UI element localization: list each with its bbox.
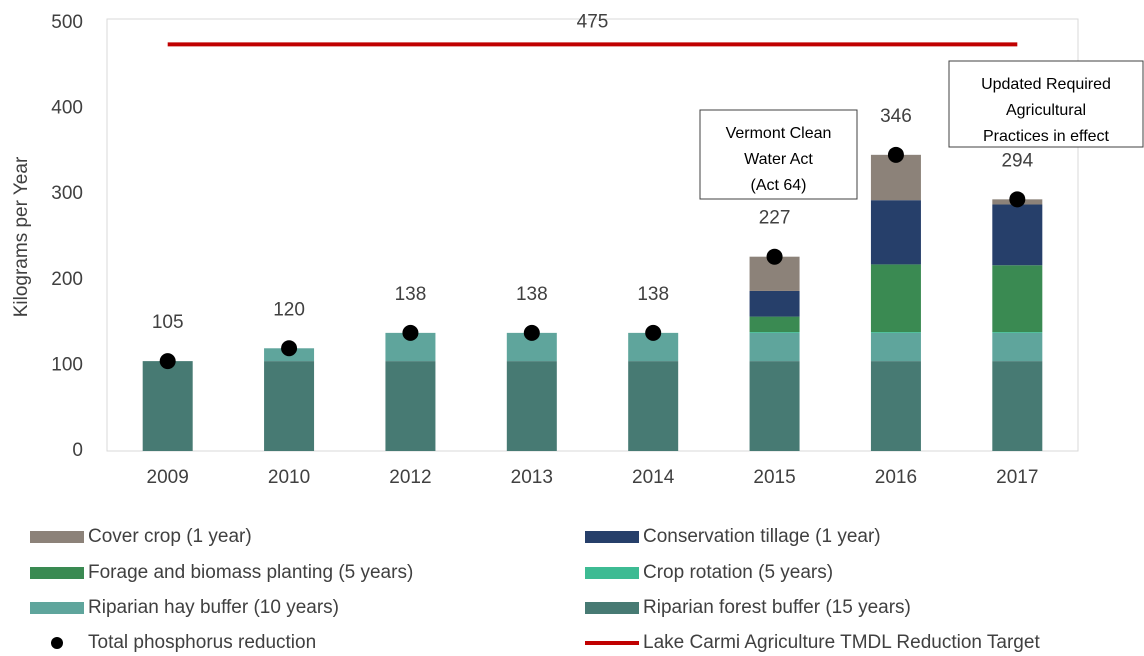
total-marker xyxy=(523,324,540,341)
legend-label: Crop rotation (5 years) xyxy=(643,562,833,583)
y-tick-label: 500 xyxy=(51,12,83,33)
bar-segment xyxy=(870,361,921,451)
legend-label: Riparian hay buffer (10 years) xyxy=(88,597,339,618)
bar-segment xyxy=(628,361,679,451)
x-tick-label: 2017 xyxy=(996,467,1038,488)
total-marker xyxy=(159,353,176,370)
data-label: 120 xyxy=(273,299,305,320)
legend-label: Conservation tillage (1 year) xyxy=(643,526,881,547)
bar-segment xyxy=(749,332,800,333)
total-marker xyxy=(402,324,419,341)
legend-label: Cover crop (1 year) xyxy=(88,526,252,547)
legend-swatch xyxy=(585,567,639,579)
annotation-text: Updated Required xyxy=(981,76,1111,93)
data-label: 105 xyxy=(152,312,184,333)
legend-label: Riparian forest buffer (15 years) xyxy=(643,597,911,618)
bar-segment xyxy=(992,361,1043,451)
bar-segment xyxy=(749,290,800,317)
y-tick-label: 300 xyxy=(51,183,83,204)
bar-segment xyxy=(749,332,800,362)
x-tick-label: 2015 xyxy=(753,467,795,488)
total-marker xyxy=(645,324,662,341)
total-marker xyxy=(281,340,298,357)
bar-segment xyxy=(385,361,436,451)
bar-segment xyxy=(992,332,1043,333)
x-tick-label: 2012 xyxy=(389,467,431,488)
annotation-text: Agricultural xyxy=(1006,102,1086,119)
legend-label: Lake Carmi Agriculture TMDL Reduction Ta… xyxy=(643,632,1040,653)
bar-segment xyxy=(870,200,921,265)
annotation-text: Water Act xyxy=(744,151,813,168)
target-label: 475 xyxy=(577,11,609,32)
legend-swatch xyxy=(585,602,639,614)
bar-segment xyxy=(870,332,921,362)
bar-segment xyxy=(992,265,1043,333)
bar-segment xyxy=(142,361,193,451)
y-tick-label: 200 xyxy=(51,269,83,290)
data-label: 138 xyxy=(516,284,548,305)
plot-frame xyxy=(106,18,1079,452)
data-label: 138 xyxy=(395,284,427,305)
legend-swatch xyxy=(30,602,84,614)
data-label: 346 xyxy=(880,106,912,127)
legend-swatch xyxy=(30,567,84,579)
annotation-box xyxy=(948,60,1144,148)
x-tick-label: 2016 xyxy=(875,467,917,488)
total-marker xyxy=(766,248,783,265)
y-tick-label: 100 xyxy=(51,354,83,375)
x-tick-label: 2013 xyxy=(511,467,553,488)
y-tick-label: 400 xyxy=(51,98,83,119)
legend-swatch xyxy=(585,531,639,543)
legend-label: Total phosphorus reduction xyxy=(88,632,316,653)
bar-segment xyxy=(749,316,800,333)
x-tick-label: 2009 xyxy=(147,467,189,488)
total-marker xyxy=(887,146,904,163)
annotation-text: Practices in effect xyxy=(983,128,1110,145)
bar-segment xyxy=(992,332,1043,362)
bar-segment xyxy=(992,204,1043,266)
annotation-text: (Act 64) xyxy=(750,177,806,194)
total-marker xyxy=(1009,191,1026,208)
data-label: 227 xyxy=(759,208,791,229)
y-tick-label: 0 xyxy=(72,440,83,461)
data-label: 138 xyxy=(637,284,669,305)
legend-label: Forage and biomass planting (5 years) xyxy=(88,562,413,583)
bar-segment xyxy=(749,361,800,451)
annotation-box xyxy=(699,109,858,200)
bar-segment xyxy=(264,361,315,451)
bar-segment xyxy=(870,332,921,333)
x-tick-label: 2014 xyxy=(632,467,675,488)
data-label: 294 xyxy=(1001,150,1033,171)
bar-segment xyxy=(870,264,921,333)
annotation-text: Vermont Clean xyxy=(726,125,832,142)
bar-segment xyxy=(506,361,557,451)
x-tick-label: 2010 xyxy=(268,467,310,488)
y-axis-label: Kilograms per Year xyxy=(11,156,32,317)
legend-marker xyxy=(51,637,63,649)
legend-swatch xyxy=(30,531,84,543)
